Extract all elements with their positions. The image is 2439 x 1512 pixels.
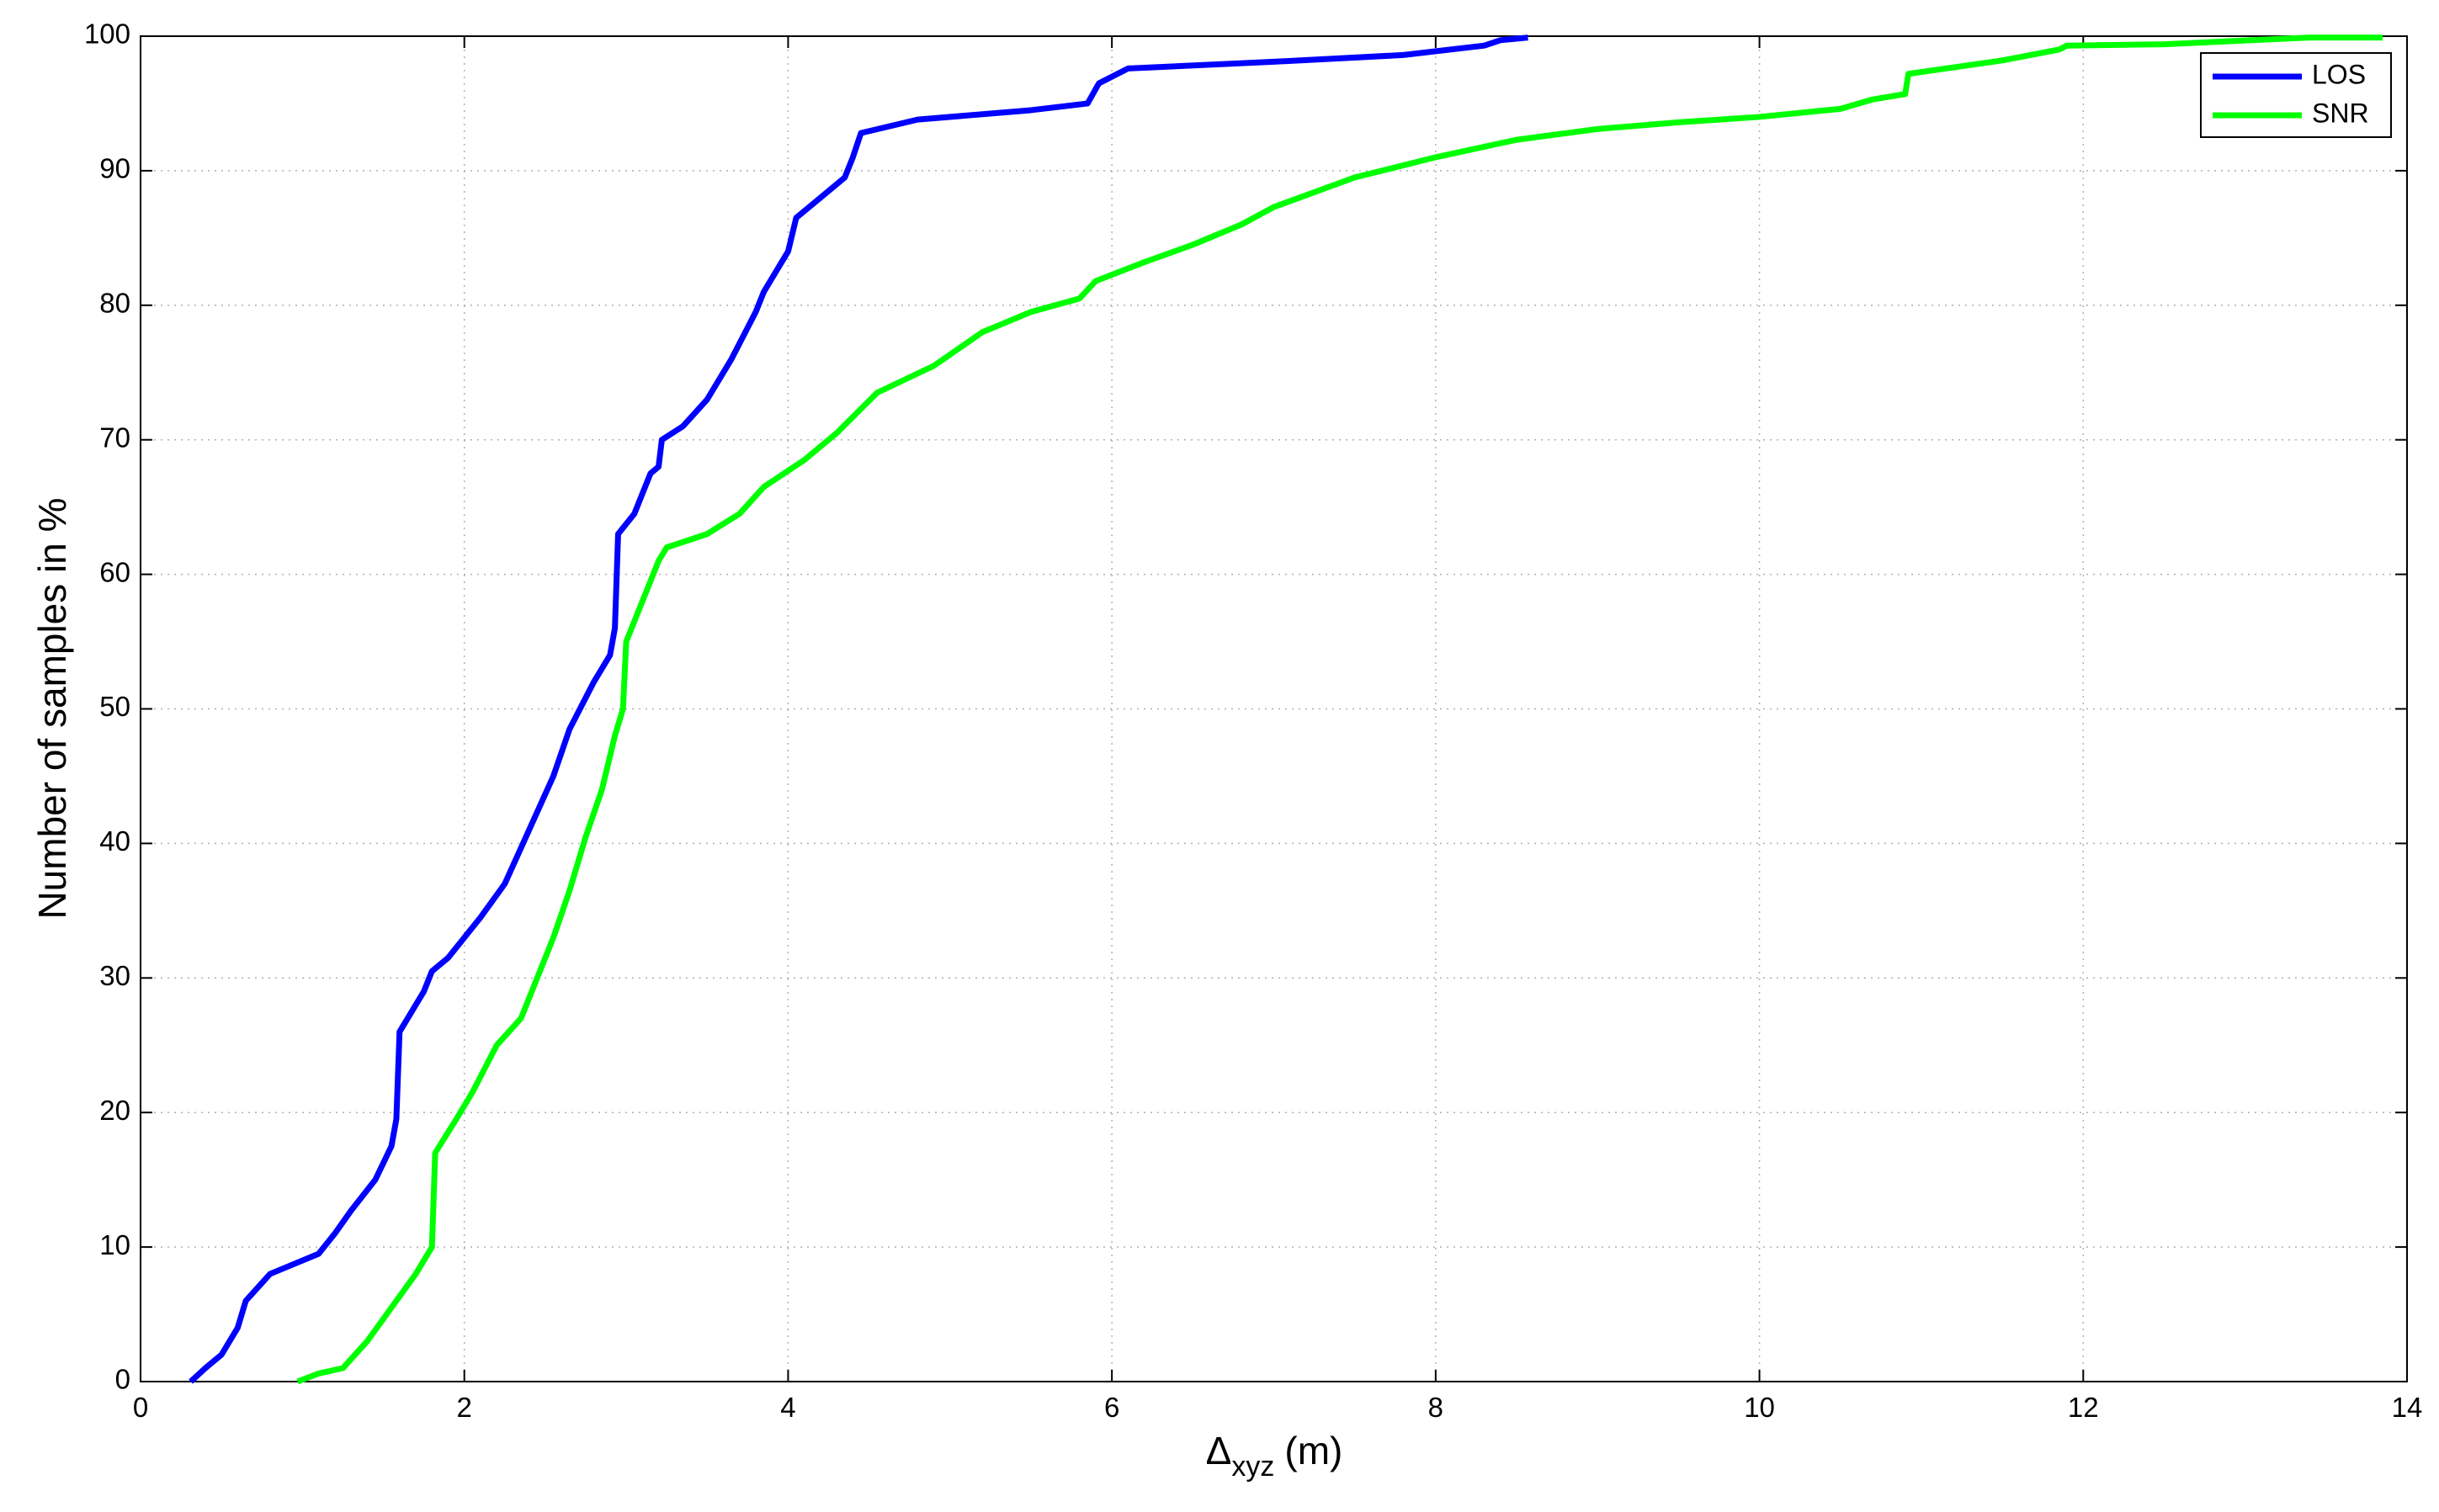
y-tick-label: 0 xyxy=(115,1364,130,1395)
y-tick-label: 90 xyxy=(99,153,130,184)
x-axis-label: Δxyz (m) xyxy=(1206,1429,1343,1483)
x-tick-label: 2 xyxy=(457,1392,472,1423)
y-tick-label: 60 xyxy=(99,556,130,587)
x-label-subscript: xyz xyxy=(1231,1451,1274,1483)
series-line xyxy=(296,34,2383,1385)
x-label-unit: (m) xyxy=(1284,1429,1342,1472)
y-tick-label: 100 xyxy=(84,19,130,50)
x-label-symbol: Δ xyxy=(1206,1429,1232,1472)
y-tick-label: 10 xyxy=(99,1229,130,1260)
x-tick-label: 10 xyxy=(1744,1392,1775,1423)
legend-label: SNR xyxy=(2312,98,2369,128)
x-tick-label: 4 xyxy=(780,1392,795,1423)
y-axis-label: Number of samples in % xyxy=(30,497,74,919)
x-tick-label: 12 xyxy=(2068,1392,2099,1423)
y-tick-label: 50 xyxy=(99,691,130,722)
y-tick-label: 80 xyxy=(99,288,130,319)
x-tick-label: 14 xyxy=(2392,1392,2423,1423)
x-tick-label: 8 xyxy=(1428,1392,1443,1423)
y-tick-label: 20 xyxy=(99,1095,130,1126)
plot-frame xyxy=(140,35,2408,1382)
series-line xyxy=(189,34,1528,1384)
x-tick-label: 0 xyxy=(133,1392,148,1423)
y-tick-label: 30 xyxy=(99,960,130,991)
legend-label: LOS xyxy=(2312,59,2366,89)
x-tick-label: 6 xyxy=(1104,1392,1119,1423)
y-tick-label: 40 xyxy=(99,825,130,857)
legend-box xyxy=(2200,52,2392,138)
y-tick-label: 70 xyxy=(99,422,130,453)
